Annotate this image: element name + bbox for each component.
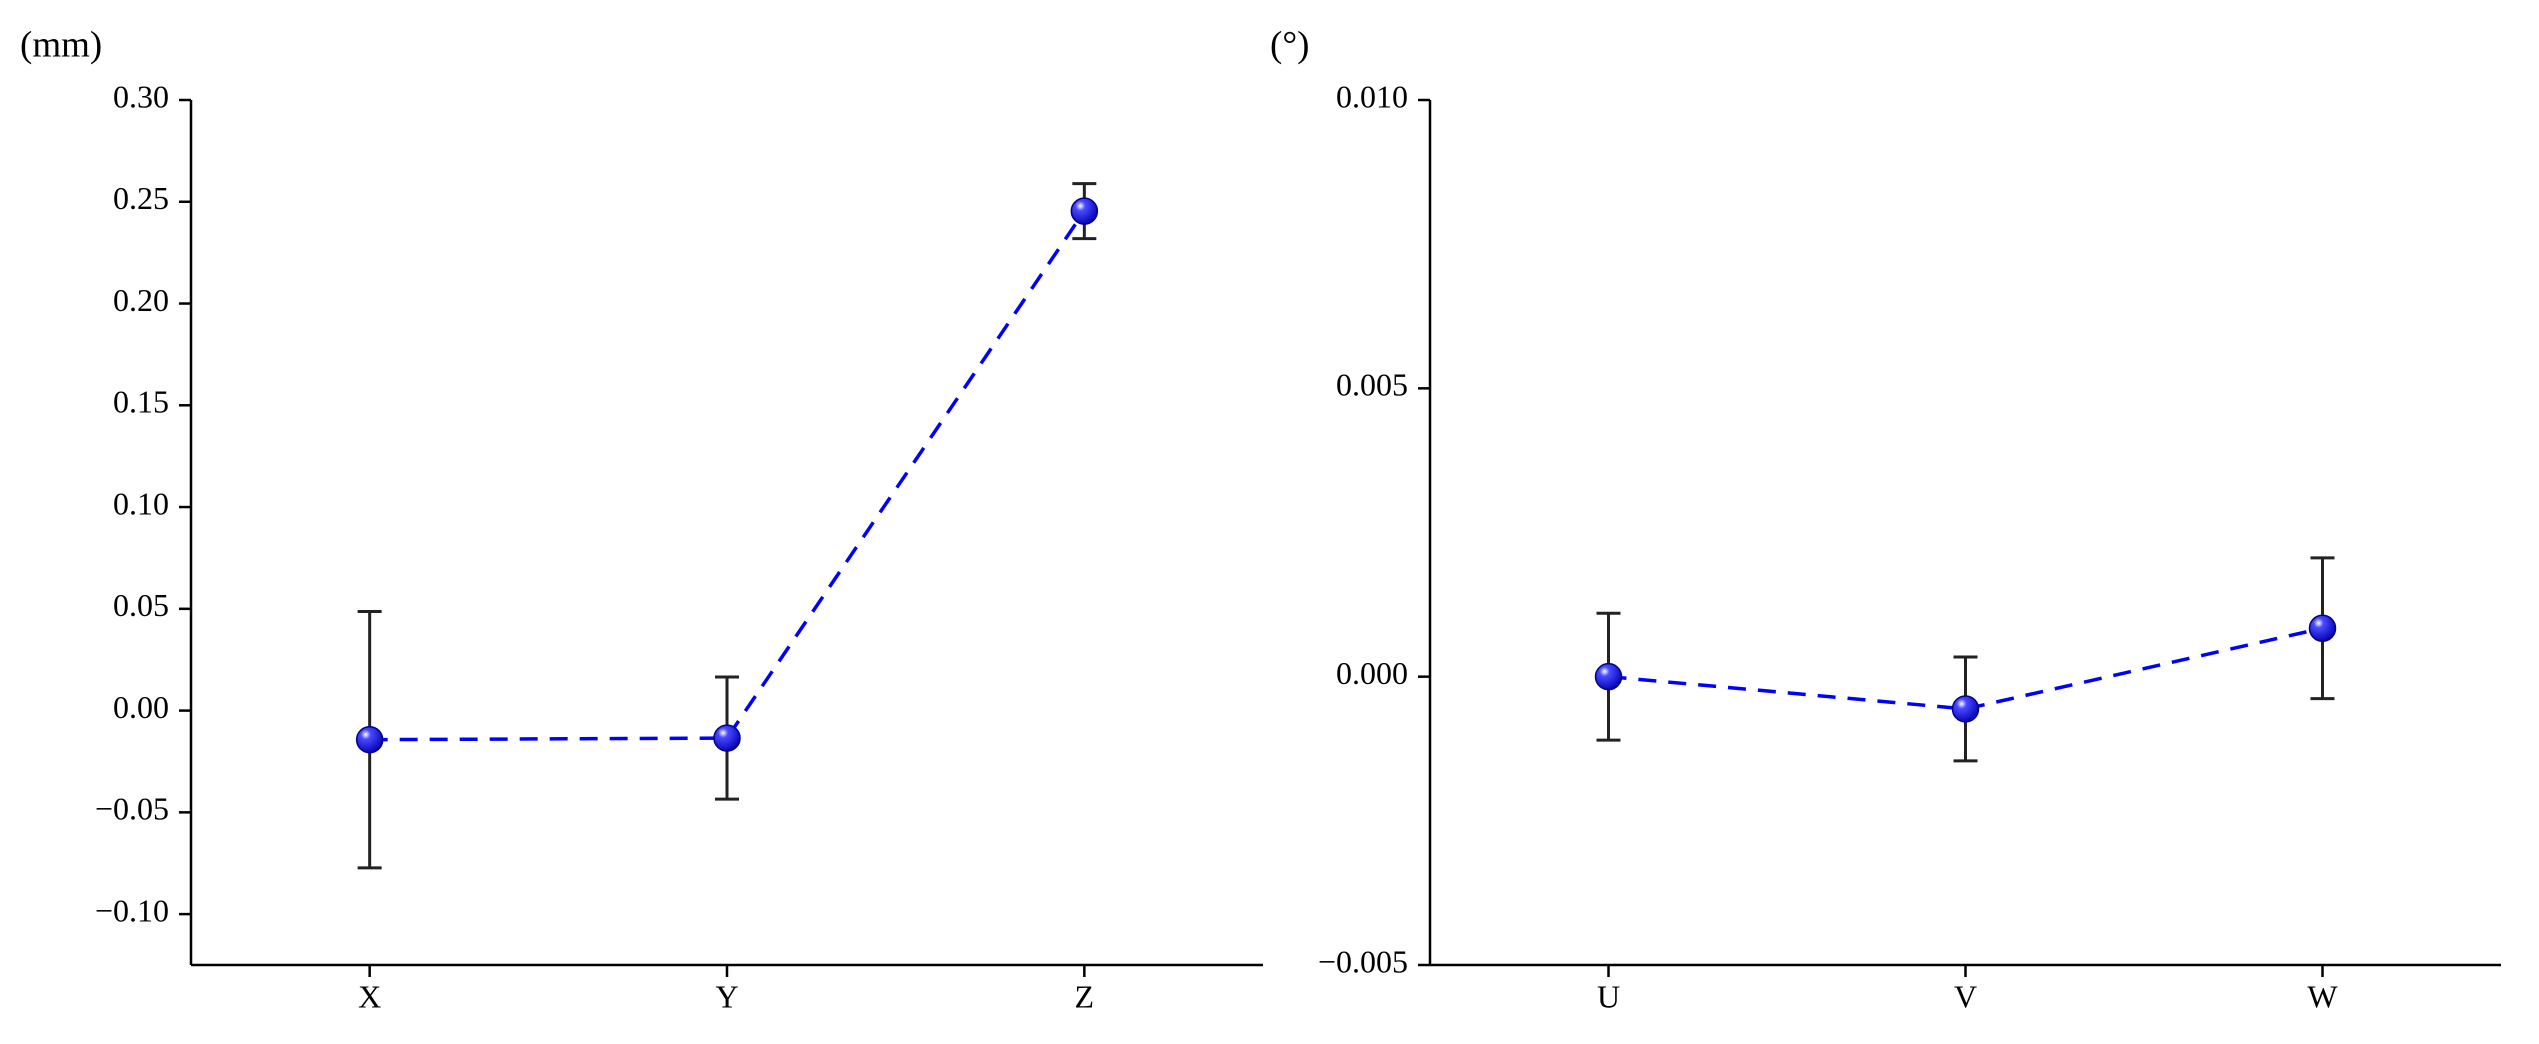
data-line <box>1608 626 2323 711</box>
x-tick-label: Y <box>715 978 738 1014</box>
data-line <box>369 210 1086 742</box>
marker <box>2308 614 2337 642</box>
y-tick-label: −0.10 <box>95 892 169 928</box>
y-tick-label: 0.30 <box>113 78 169 114</box>
marker <box>1070 197 1099 225</box>
y-tick-label: 0.00 <box>113 689 169 725</box>
y-tick-label: 0.05 <box>113 587 169 623</box>
x-tick-label: U <box>1597 978 1620 1014</box>
y-axis-label: (mm) <box>20 24 102 65</box>
y-tick-label: −0.005 <box>1318 943 1408 979</box>
marker <box>713 724 741 752</box>
y-tick-label: 0.000 <box>1336 655 1408 691</box>
y-tick-label: 0.15 <box>113 384 169 420</box>
y-tick-label: 0.20 <box>113 282 169 318</box>
y-tick-label: 0.010 <box>1336 78 1408 114</box>
marker <box>355 725 384 754</box>
x-tick-label: V <box>1954 978 1977 1014</box>
y-axis-label: (°) <box>1270 24 1309 65</box>
y-tick-label: 0.25 <box>113 180 169 216</box>
marker <box>1951 695 1980 723</box>
y-tick-label: 0.005 <box>1336 367 1408 403</box>
y-tick-label: 0.10 <box>113 485 169 521</box>
x-tick-label: W <box>2307 978 2338 1014</box>
x-tick-label: Z <box>1075 978 1095 1014</box>
x-tick-label: X <box>358 978 381 1014</box>
y-tick-label: −0.05 <box>95 791 169 827</box>
marker <box>1594 662 1623 691</box>
